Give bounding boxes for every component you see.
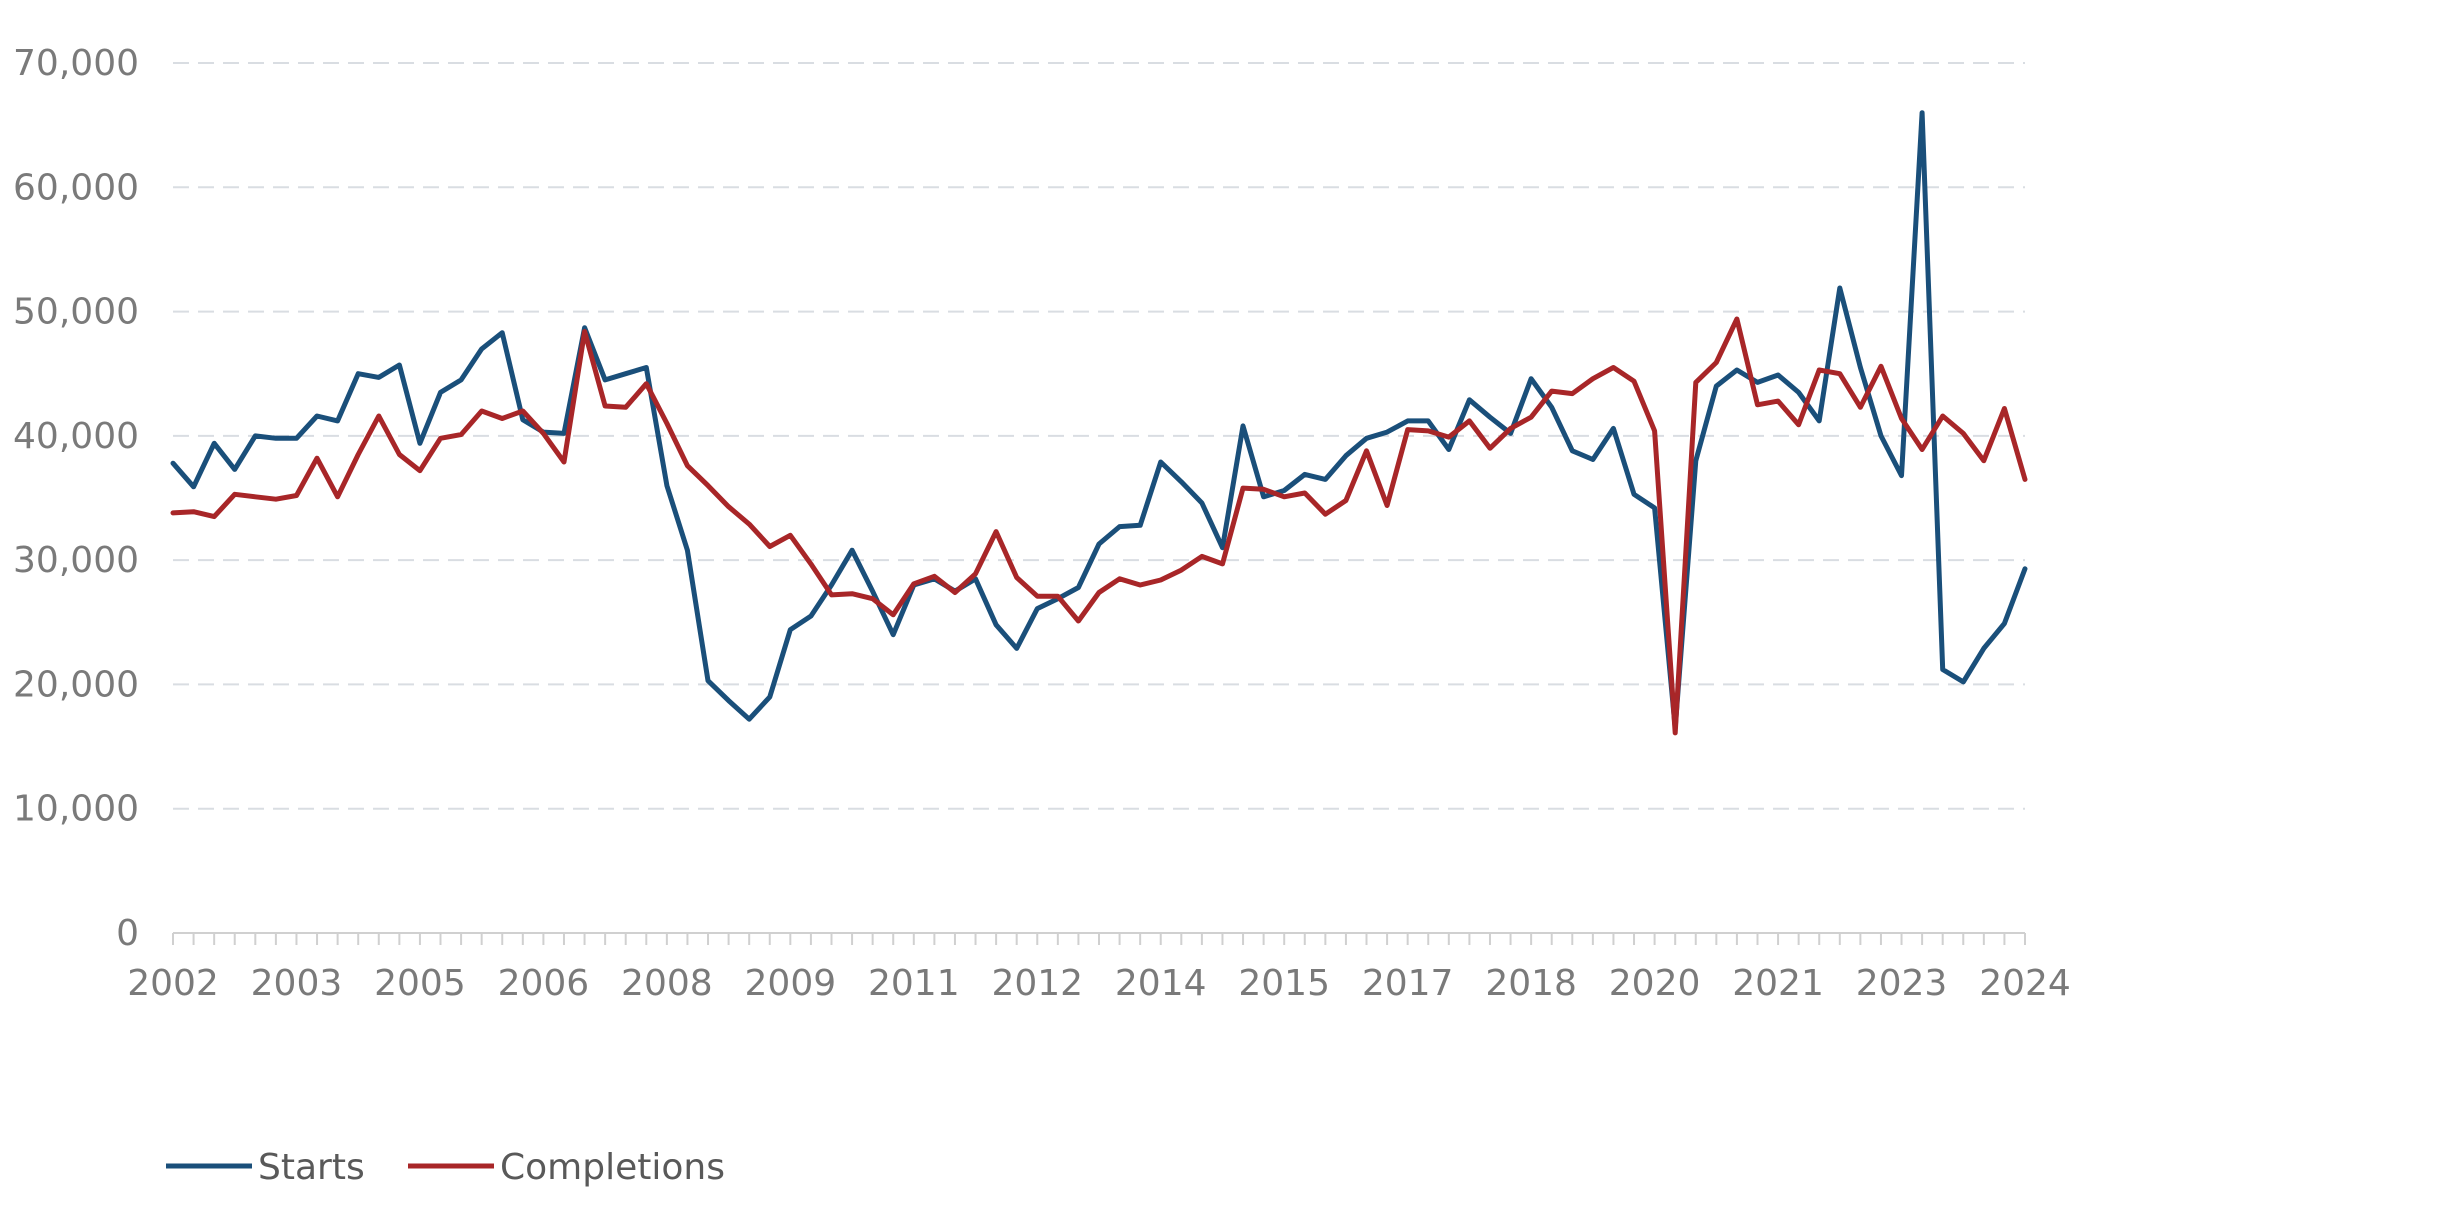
x-tick-label: 2005 <box>374 963 466 1004</box>
series-line-completions <box>170 316 2028 736</box>
x-tick-label: 2014 <box>1115 963 1207 1004</box>
y-tick-label: 20,000 <box>13 664 139 705</box>
gridlines <box>173 62 2025 810</box>
x-tick-label: 2002 <box>127 963 219 1004</box>
x-tick-label: 2006 <box>498 963 590 1004</box>
x-tick-label: 2003 <box>251 963 343 1004</box>
x-tick-label: 2008 <box>621 963 713 1004</box>
y-tick-label: 70,000 <box>13 43 139 84</box>
x-tick-label: 2024 <box>1979 963 2071 1004</box>
x-tick-label: 2021 <box>1732 963 1824 1004</box>
x-tick-label: 2012 <box>991 963 1083 1004</box>
x-tick-label: 2011 <box>868 963 960 1004</box>
legend-label-completions: Completions <box>500 1147 725 1188</box>
y-tick-label: 10,000 <box>13 789 139 830</box>
y-axis-ticks: 0 10,000 20,000 30,000 40,000 50,000 60,000 70,… <box>13 43 139 954</box>
y-tick-label: 30,000 <box>13 540 139 581</box>
x-axis: 2002 2003 2005 2006 2008 2009 2011 2012 2014 2015… <box>127 932 2071 1004</box>
y-tick-label: 0 <box>116 913 139 954</box>
series-line-starts <box>170 110 2028 731</box>
x-tick-label: 2009 <box>745 963 837 1004</box>
series-lines <box>170 110 2028 736</box>
x-tick-label: 2015 <box>1238 963 1330 1004</box>
legend: Starts Completions <box>166 1147 725 1188</box>
x-tick-label: 2017 <box>1362 963 1454 1004</box>
x-tick-label: 2018 <box>1485 963 1577 1004</box>
x-tick-label: 2020 <box>1609 963 1701 1004</box>
y-tick-label: 40,000 <box>13 416 139 457</box>
legend-label-starts: Starts <box>258 1147 365 1188</box>
x-tick-label: 2023 <box>1856 963 1948 1004</box>
y-tick-label: 50,000 <box>13 292 139 333</box>
y-tick-label: 60,000 <box>13 167 139 208</box>
